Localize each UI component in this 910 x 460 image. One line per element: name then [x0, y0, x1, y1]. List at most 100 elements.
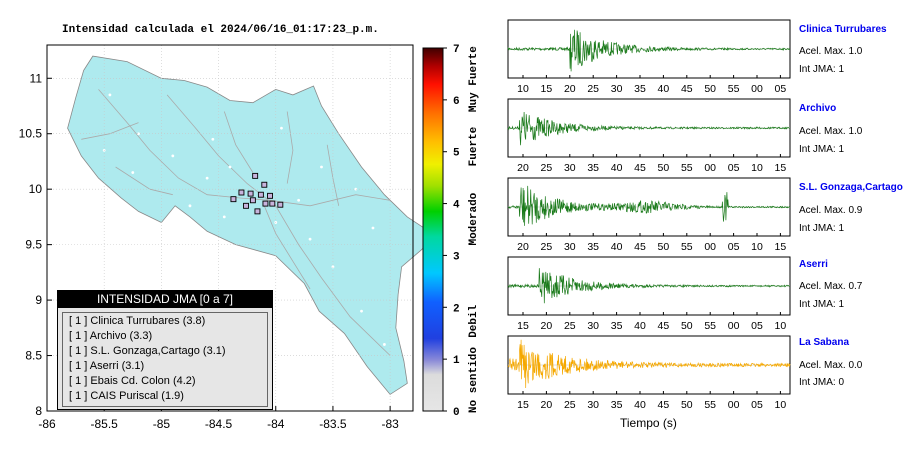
time-tick-label: 20 — [541, 320, 553, 332]
time-tick-label: 55 — [728, 83, 740, 95]
time-tick-label: 30 — [587, 320, 599, 332]
time-tick-label: 50 — [658, 241, 670, 253]
time-tick-label: 15 — [775, 162, 787, 174]
map-frame — [46, 44, 414, 412]
station-jma: Int JMA: 1 — [799, 144, 845, 155]
station-marker — [247, 190, 254, 197]
time-tick-label: 30 — [564, 162, 576, 174]
time-tick-label: 30 — [611, 83, 623, 95]
time-tick-label: 45 — [658, 399, 670, 411]
waveform-trace — [507, 185, 791, 226]
time-tick-label: 05 — [728, 162, 740, 174]
lat-tick-label: 9 — [35, 293, 42, 307]
legend-item: [ 1 ] Archivo (3.3) — [69, 330, 153, 342]
time-tick-label: 10 — [775, 320, 787, 332]
town-dot — [137, 132, 140, 136]
station-name: Clinica Turrubares — [799, 24, 887, 35]
intensity-category-label: Moderado — [468, 192, 480, 245]
time-tick-label: 50 — [681, 320, 693, 332]
time-tick-label: 55 — [704, 399, 716, 411]
map-title: Intensidad calculada el 2024/06/16_01:17… — [62, 24, 379, 36]
lon-tick-label: -84.5 — [205, 417, 233, 431]
time-tick-label: 50 — [681, 399, 693, 411]
time-tick-label: 30 — [564, 241, 576, 253]
lat-tick-label: 8 — [35, 404, 42, 418]
time-tick-label: 55 — [704, 320, 716, 332]
road-line — [286, 111, 294, 184]
road-line — [81, 122, 139, 140]
time-tick-label: 40 — [634, 320, 646, 332]
time-tick-label: 50 — [658, 162, 670, 174]
lon-tick-label: -85.5 — [91, 417, 119, 431]
time-tick-label: 45 — [634, 162, 646, 174]
station-name: La Sabana — [799, 337, 850, 348]
colorbar-tick-label: 0 — [453, 407, 460, 419]
station-name: S.L. Gonzaga,Cartago — [799, 182, 903, 193]
time-tick-label: 10 — [517, 83, 529, 95]
station-marker — [277, 201, 284, 208]
legend-item: [ 1 ] S.L. Gonzaga,Cartago (3.1) — [69, 345, 226, 357]
station-marker — [230, 196, 237, 203]
town-dot — [308, 237, 312, 241]
town-dot — [205, 176, 209, 180]
time-tick-label: 20 — [564, 83, 576, 95]
time-tick-label: 15 — [517, 320, 529, 332]
colorbar-tick-label: 2 — [453, 303, 460, 315]
town-dot — [354, 187, 358, 191]
time-tick-label: 30 — [587, 399, 599, 411]
time-tick-label: 45 — [658, 320, 670, 332]
time-tick-label: 00 — [728, 320, 740, 332]
intensity-legend: INTENSIDAD JMA [0 a 7] [ 1 ] Clinica Tur… — [57, 290, 273, 410]
time-axis-caption: Tiempo (s) — [620, 416, 677, 430]
time-tick-label: 20 — [517, 241, 529, 253]
town-dot — [297, 198, 301, 202]
lat-tick-label: 10 — [29, 182, 43, 196]
time-tick-label: 40 — [611, 241, 623, 253]
time-tick-label: 40 — [611, 162, 623, 174]
time-tick-label: 35 — [587, 162, 599, 174]
intensity-category-label: No sentido — [468, 347, 480, 413]
time-tick-label: 00 — [728, 399, 740, 411]
time-tick-label: 25 — [564, 399, 576, 411]
time-tick-label: 20 — [517, 162, 529, 174]
town-dot — [383, 343, 386, 346]
waveform-trace — [507, 111, 791, 146]
lat-tick-label: 9.5 — [25, 238, 42, 252]
time-tick-label: 25 — [587, 83, 599, 95]
waveform-trace — [507, 268, 790, 304]
legend-item: [ 1 ] CAIS Puriscal (1.9) — [69, 390, 184, 402]
station-name: Archivo — [799, 103, 837, 114]
costa-rica-land — [67, 55, 437, 395]
time-tick-label: 50 — [704, 83, 716, 95]
station-marker — [254, 208, 261, 215]
station-max-acc: Acel. Max. 0.7 — [799, 281, 863, 292]
legend-item: [ 1 ] Ebais Cd. Colon (4.2) — [69, 375, 196, 387]
station-jma: Int JMA: 1 — [799, 64, 845, 75]
time-tick-label: 15 — [517, 399, 529, 411]
road-line — [166, 94, 391, 356]
station-max-acc: Acel. Max. 1.0 — [799, 126, 863, 137]
lon-tick-label: -83 — [381, 417, 399, 431]
town-dot — [171, 154, 175, 158]
town-dot — [360, 309, 363, 313]
station-marker — [249, 197, 256, 204]
road-line — [223, 111, 254, 173]
time-tick-label: 05 — [775, 83, 787, 95]
legend-item: [ 1 ] Clinica Turrubares (3.8) — [69, 315, 206, 327]
time-tick-label: 20 — [541, 399, 553, 411]
intensity-category-label: Muy Fuerte — [468, 46, 480, 112]
station-jma: Int JMA: 1 — [799, 299, 845, 310]
lon-tick-label: -86 — [38, 417, 56, 431]
lat-tick-label: 8.5 — [25, 349, 42, 363]
time-tick-label: 45 — [681, 83, 693, 95]
colorbar-tick-label: 5 — [453, 148, 460, 160]
station-marker — [267, 192, 273, 199]
station-marker — [269, 200, 276, 207]
time-tick-label: 15 — [775, 241, 787, 253]
lat-tick-label: 10.5 — [19, 127, 43, 141]
time-tick-label: 15 — [541, 83, 553, 95]
station-max-acc: Acel. Max. 1.0 — [799, 46, 863, 57]
legend-item: [ 1 ] Aserri (3.1) — [69, 360, 145, 372]
time-tick-label: 55 — [681, 162, 693, 174]
